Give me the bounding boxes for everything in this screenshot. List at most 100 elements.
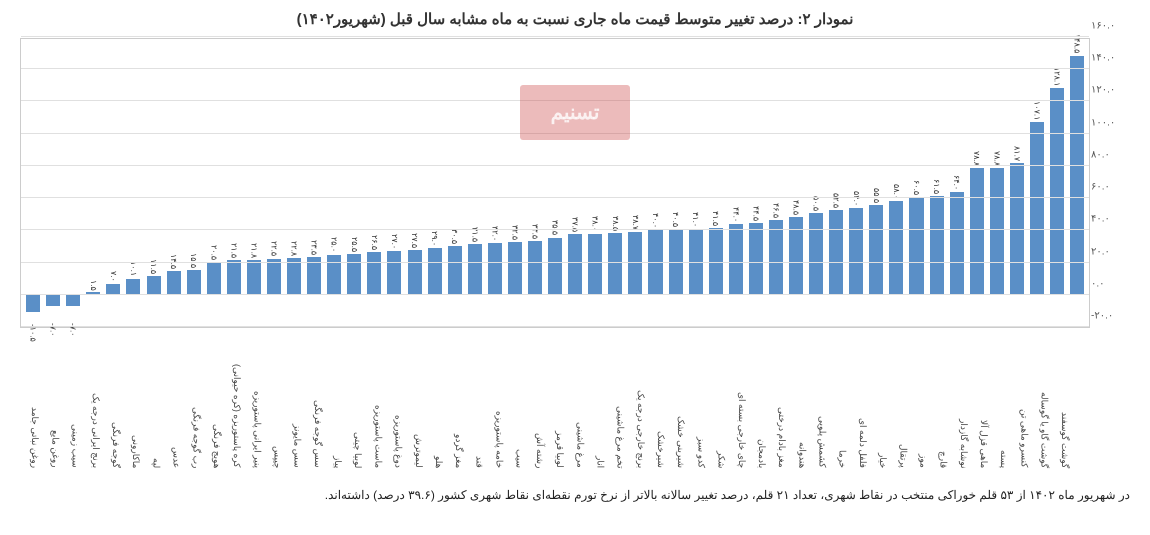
bar (448, 246, 462, 295)
x-axis-label: شیرخشک (646, 328, 666, 468)
bar-wrap: ۱.۵ (83, 39, 103, 327)
x-axis-label: پسته (989, 328, 1009, 468)
y-tick-label: ۶۰.۰ (1089, 182, 1129, 193)
bar-wrap: ۵۴.۰ (846, 39, 866, 327)
bar-value-label: ۳۰.۵ (450, 229, 459, 244)
bar (207, 262, 221, 295)
bar-value-label: ۲۲.۸ (290, 241, 299, 256)
x-axis-label: شیرینی خشک (666, 328, 686, 468)
x-axis-label: رب گوجه فرنگی (182, 328, 202, 468)
bar-wrap: ۳۸.۰ (585, 39, 605, 327)
bar-value-label: ۱۰۷.۱ (1032, 101, 1041, 120)
x-axis-label: گوجه فرنگی (101, 328, 121, 468)
bar (46, 295, 60, 306)
y-tick-label: ۲۰.۰ (1089, 246, 1129, 257)
bar-value-label: ۷.۰ (109, 271, 118, 282)
bar-wrap: ۳۳.۵ (525, 39, 545, 327)
bar-wrap: ۴۶.۵ (766, 39, 786, 327)
bar-wrap: ۵۵.۵ (866, 39, 886, 327)
x-axis-label: برنج ایرانی درجه یک (81, 328, 101, 468)
bar (267, 259, 281, 295)
x-axis-label: کره پاستوریزه (کره حیوانی) (222, 328, 242, 468)
bar-wrap: ۶۰.۵ (906, 39, 926, 327)
bar (930, 196, 944, 295)
bar-value-label: ۵۰.۵ (812, 196, 821, 211)
bar (829, 210, 843, 295)
x-axis-label: هندوانه (787, 328, 807, 468)
bar-value-label: ۴۰.۵ (671, 212, 680, 227)
x-axis-label: خامه پاستوریزه (484, 328, 504, 468)
bar (909, 197, 923, 294)
bar (889, 201, 903, 294)
bar (608, 233, 622, 295)
bar-value-label: ۲۶.۵ (370, 235, 379, 250)
y-tick-label: ۴۰.۰ (1089, 214, 1129, 225)
bar-value-label: ۶۴.۰ (952, 175, 961, 190)
x-axis-label: دوغ پاستوریزه (383, 328, 403, 468)
bar-value-label: ۲۵.۰ (330, 237, 339, 252)
x-axis-label: شکر (706, 328, 726, 468)
bar-wrap: ۳۸.۷ (625, 39, 645, 327)
x-axis-label: گوشت گوسفند (1050, 328, 1070, 468)
bar-value-label: ۳۳.۵ (531, 224, 540, 239)
bar-wrap: ۷۸.۸ (987, 39, 1007, 327)
bar-value-label: ۱۰.۱ (129, 261, 138, 276)
x-axis-label: قارچ (928, 328, 948, 468)
x-axis-label: روغن نباتی جامد (20, 328, 40, 468)
x-axis-label: چای خارجی بسته ای (727, 328, 747, 468)
bar-wrap: ۶۴.۰ (947, 39, 967, 327)
bar-value-label: ۶۰.۵ (912, 180, 921, 195)
bar-wrap: ۲۰.۵ (204, 39, 224, 327)
bar-wrap: ۱۲۸.۱ (1047, 39, 1067, 327)
bar-wrap: ۵۸.۰ (886, 39, 906, 327)
x-axis-label: موز (908, 328, 928, 468)
x-axis-label: کدو سبز (686, 328, 706, 468)
x-axis-label: هویج فرنگی (202, 328, 222, 468)
watermark-badge: تسنیم (520, 85, 630, 140)
bar-value-label: ۲۵.۵ (350, 237, 359, 252)
grid-line (21, 262, 1089, 263)
bar (247, 260, 261, 295)
bar-value-label: ۳۵.۵ (551, 220, 560, 235)
y-tick-label: ۰.۰ (1089, 278, 1129, 289)
bar-wrap: ۱۴.۵ (164, 39, 184, 327)
bars-region: -۱۰.۵-۷.۰-۷.۰۱.۵۷.۰۱۰.۱۱۱.۵۱۴.۵۱۵.۵۲۰.۵۲… (21, 39, 1089, 327)
grid-line (21, 165, 1089, 166)
bar-value-label: ۶۱.۵ (932, 179, 941, 194)
bar (347, 254, 361, 295)
bar-value-label: ۱۲۸.۱ (1053, 67, 1062, 86)
x-axis-label: پنیر ایرانی پاستوریزه (242, 328, 262, 468)
bar-value-label: ۲۰.۵ (209, 245, 218, 260)
bar-value-label: ۳۲.۵ (510, 225, 519, 240)
bar-wrap: ۴۸.۵ (786, 39, 806, 327)
x-axis-label: مغز گردو (444, 328, 464, 468)
bar (187, 270, 201, 295)
bar-wrap: ۵۲.۵ (826, 39, 846, 327)
grid-line (21, 326, 1089, 327)
bar-value-label: ۲۱.۸ (249, 243, 258, 258)
bar (387, 251, 401, 295)
x-axis-label: سیب زمینی (60, 328, 80, 468)
bar-value-label: ۵۴.۰ (852, 191, 861, 206)
x-axis-label: پیاز (323, 328, 343, 468)
bar-wrap: ۱۴۸.۵ (1067, 39, 1087, 327)
bar-wrap: ۲۵.۰ (324, 39, 344, 327)
bar (1030, 122, 1044, 295)
bar-wrap: ۷.۰ (103, 39, 123, 327)
x-axis-label: کنسرو ماهی تن (1009, 328, 1029, 468)
bar (287, 258, 301, 295)
chart-container: نمودار ۲: درصد تغییر متوسط قیمت ماه جاری… (20, 10, 1130, 470)
bar (869, 205, 883, 294)
x-axis-label: پرتقال (888, 328, 908, 468)
bar (568, 234, 582, 294)
chart-title: نمودار ۲: درصد تغییر متوسط قیمت ماه جاری… (20, 10, 1130, 28)
x-axis-label: خرما (828, 328, 848, 468)
bar-wrap: ۱۵.۵ (184, 39, 204, 327)
bar (588, 234, 602, 295)
x-axis-label: مغز بادام درختی (767, 328, 787, 468)
bar-wrap: ۳۲.۰ (485, 39, 505, 327)
bar (147, 276, 161, 295)
bar (307, 257, 321, 295)
bar (488, 243, 502, 295)
bar (628, 232, 642, 294)
